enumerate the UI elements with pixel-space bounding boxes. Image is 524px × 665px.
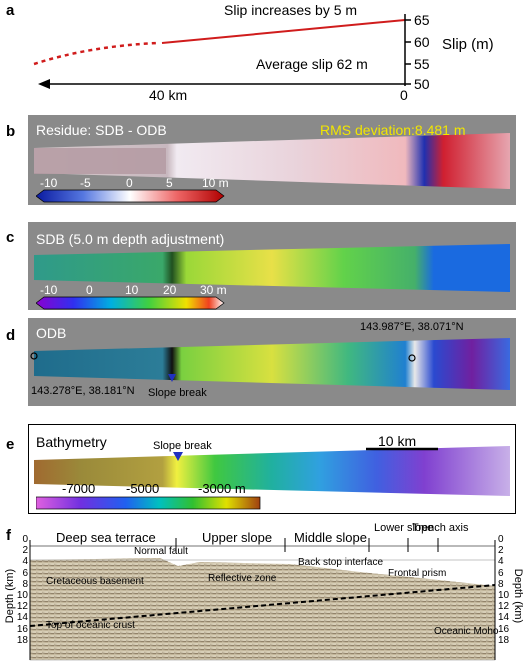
reflective-zone-label: Reflective zone <box>208 573 277 584</box>
coord-left-label: 143.278°E, 38.181°N <box>31 385 135 397</box>
sdb-cbar-tick-1: -10 <box>40 283 58 297</box>
slope-break-marker <box>168 374 176 382</box>
zone-middle-slope: Middle slope <box>294 530 367 545</box>
rms-deviation: RMS deviation:8.481 m <box>320 122 466 138</box>
panel-b-title: Residue: SDB - ODB <box>36 122 167 138</box>
frontal-prism-label: Frontal prism <box>388 568 447 579</box>
bathy-cbar-tick-3: -3000 m <box>198 481 246 496</box>
sdb-cbar-tick-5: 30 m <box>200 283 227 297</box>
residue-colorbar <box>36 189 225 203</box>
resid-cbar-tick-4: 5 <box>166 176 173 190</box>
bathy-cbar-tick-2: -5000 <box>126 481 160 496</box>
sdb-colorbar <box>36 296 225 310</box>
bathy-cbar-tick-1: -7000 <box>62 481 96 496</box>
panel-e-letter: e <box>6 436 15 453</box>
slip-tick-55: 55 <box>414 56 430 72</box>
zone-deep-sea-terrace: Deep sea terrace <box>56 530 156 545</box>
resid-cbar-tick-3: 0 <box>126 176 133 190</box>
sdb-cbar-tick-2: 0 <box>86 283 93 297</box>
panel-e-title: Bathymetry <box>36 434 107 450</box>
zone-trench-axis: Trench axis <box>412 522 469 534</box>
cretaceous-label: Cretaceous basement <box>46 576 144 587</box>
depth-ticks-right: 0 2 4 6 8 10 12 14 16 18 <box>498 534 510 646</box>
seismic-section <box>29 538 496 661</box>
slip-profile-plot <box>33 14 411 89</box>
slip-tick-50: 50 <box>414 76 430 92</box>
panel-f-letter: f <box>6 527 11 544</box>
sdb-cbar-tick-3: 10 <box>125 283 139 297</box>
slip-tick-65: 65 <box>414 12 430 28</box>
panel-a-letter: a <box>6 2 15 19</box>
oceanic-crust-top-line <box>29 584 496 627</box>
coord-marker-right <box>408 354 416 362</box>
coord-marker-left <box>30 352 38 360</box>
coord-right-label: 143.987°E, 38.071°N <box>360 321 464 333</box>
scale-label: 10 km <box>378 433 417 449</box>
bathymetry-colorbar <box>36 496 261 510</box>
slip-axis-label: Slip (m) <box>442 36 494 53</box>
odb-map <box>30 338 510 390</box>
distance-label: 40 km <box>149 87 188 103</box>
slope-break-label-e: Slope break <box>153 440 212 452</box>
zone-lower-slope: Lower slope <box>374 522 434 534</box>
sdb-map <box>34 244 510 292</box>
slip-increase-line <box>161 19 406 44</box>
panel-d-title: ODB <box>36 325 67 341</box>
resid-cbar-tick-2: -5 <box>80 176 91 190</box>
depth-label-right: Depth (km) <box>512 568 524 624</box>
residue-map <box>34 133 510 189</box>
bathymetry-map <box>34 446 510 496</box>
depth-ticks-left: 0 2 4 6 8 10 12 14 16 18 <box>16 534 28 646</box>
back-stop-label: Back stop interface <box>298 557 384 568</box>
zero-label: 0 <box>400 87 408 103</box>
slip-increase-label: Slip increases by 5 m <box>224 2 358 18</box>
normal-fault-label: Normal fault <box>134 546 188 557</box>
panel-d-letter: d <box>6 327 16 344</box>
average-slip-label: Average slip 62 m <box>256 56 368 72</box>
resid-cbar-tick-5: 10 m <box>202 176 229 190</box>
panel-c-letter: c <box>6 229 15 246</box>
depth-label-left: Depth (km) <box>4 568 16 624</box>
sdb-cbar-tick-4: 20 <box>163 283 177 297</box>
resid-cbar-tick-1: -10 <box>40 176 58 190</box>
panel-c-title: SDB (5.0 m depth adjustment) <box>36 231 225 247</box>
slip-extrapolated-dashed <box>33 41 159 66</box>
slip-tick-60: 60 <box>414 34 430 50</box>
zone-upper-slope: Upper slope <box>202 530 273 545</box>
oceanic-moho-label: Oceanic Moho <box>434 626 499 637</box>
slope-break-label-d: Slope break <box>148 387 207 399</box>
oceanic-crust-label: Top of oceanic crust <box>46 620 135 631</box>
slope-break-marker-e <box>173 452 183 461</box>
panel-b-letter: b <box>6 123 16 140</box>
